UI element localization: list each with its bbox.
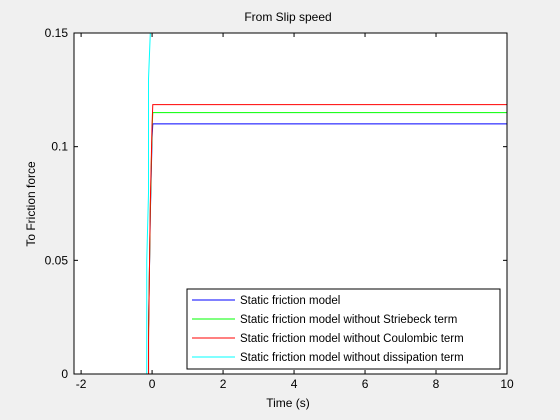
x-tick-label: 10 (500, 377, 514, 391)
axes: -2 0 2 4 6 8 10 0 0.05 0.1 0.15 (45, 26, 514, 391)
x-tick-label: 6 (362, 377, 369, 391)
axes-box (73, 32, 508, 375)
x-axis-label: Time (s) (266, 396, 310, 410)
x-tick-label: 8 (433, 377, 440, 391)
legend-label: Static friction model without Coulombic … (240, 333, 464, 345)
y-axis-label: To Friction force (24, 161, 38, 247)
x-tick-label: -2 (76, 377, 87, 391)
x-tick-label: 2 (220, 377, 227, 391)
x-tick-label: 4 (291, 377, 298, 391)
y-tick-label: 0 (61, 367, 68, 381)
legend-label: Static friction model without Striebeck … (240, 314, 457, 326)
series-group (146, 33, 507, 374)
legend-box (186, 288, 501, 370)
chart-title: From Slip speed (244, 10, 331, 24)
x-tick-label: 0 (149, 377, 156, 391)
legend: Static friction model Static friction mod… (186, 288, 501, 370)
series-line-4 (146, 33, 151, 374)
legend-label: Static friction model (240, 295, 340, 307)
y-tick-label: 0.1 (51, 140, 68, 154)
series-line-3 (148, 104, 507, 374)
y-tick-label: 0.05 (45, 253, 69, 267)
legend-label: Static friction model without dissipatio… (240, 352, 464, 364)
y-tick-label: 0.15 (45, 26, 69, 40)
